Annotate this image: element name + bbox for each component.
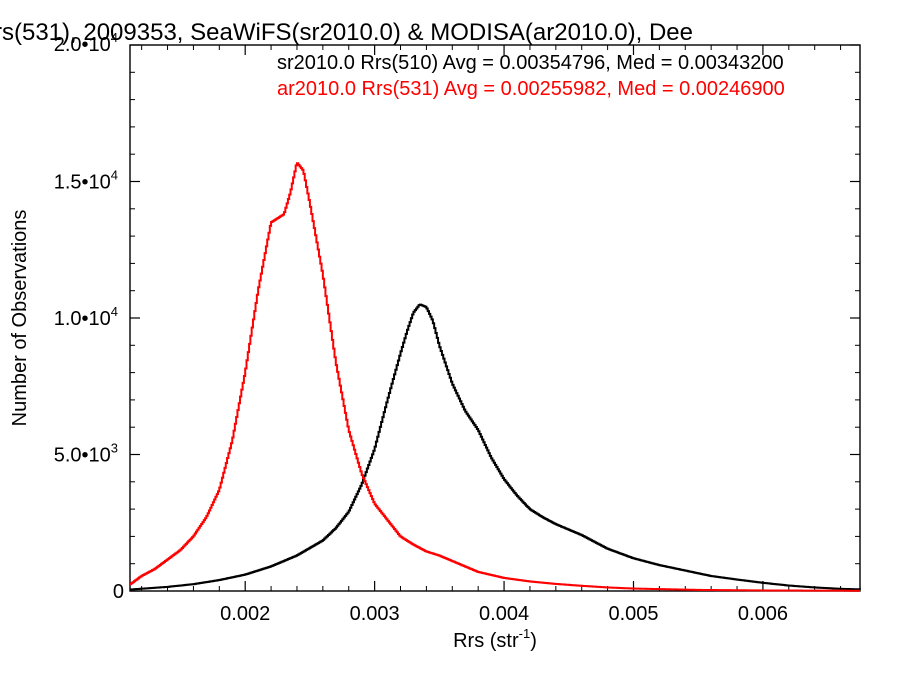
y-tick-label-base: 1.5•10 <box>54 172 111 194</box>
x-tick-label: 0.003 <box>350 603 400 625</box>
y-tick-label-base: 2.0•10 <box>54 34 111 56</box>
x-axis-label: Rrs (str-1) <box>453 626 537 652</box>
x-axis-label-main: Rrs (str <box>453 630 519 652</box>
y-tick-label-exponent: 3 <box>111 441 118 456</box>
y-tick-label: 2.0•104 <box>54 30 118 56</box>
series-line-2 <box>130 162 860 592</box>
legend-entry-1: sr2010.0 Rrs(510) Avg = 0.00354796, Med … <box>277 52 784 74</box>
y-tick-label-base: 5.0•10 <box>54 445 111 467</box>
series-layer <box>130 162 861 592</box>
y-tick-label-exponent: 4 <box>111 30 118 45</box>
plot-frame <box>129 44 861 592</box>
series-line-1 <box>130 303 861 591</box>
y-tick-label: 5.0•103 <box>54 441 118 467</box>
y-axis-label: Number of Observations <box>9 210 31 427</box>
legend: sr2010.0 Rrs(510) Avg = 0.00354796, Med … <box>277 52 785 100</box>
x-tick-label: 0.005 <box>608 603 658 625</box>
x-axis-label-end: ) <box>530 630 537 652</box>
y-tick-label: 1.0•104 <box>54 304 118 330</box>
legend-entry-2: ar2010.0 Rrs(531) Avg = 0.00255982, Med … <box>277 78 785 100</box>
x-tick-label: 0.006 <box>738 603 788 625</box>
y-tick-label: 0 <box>113 581 124 603</box>
axis-ticks: 0.002 0.003 0.004 0.005 0.00605.0•1031.0•104… <box>54 30 860 625</box>
x-axis-label-superscript: -1 <box>519 626 531 641</box>
x-tick-label: 0.002 <box>220 603 270 625</box>
y-tick-label: 1.5•104 <box>54 168 118 194</box>
y-tick-label-exponent: 4 <box>111 168 118 183</box>
y-tick-label-exponent: 4 <box>111 304 118 319</box>
chart-title: rs(531), 2009353, SeaWiFS(sr2010.0) & MO… <box>0 19 693 46</box>
y-tick-label-base: 1.0•10 <box>54 308 111 330</box>
x-tick-label: 0.004 <box>479 603 529 625</box>
y-tick-label-base: 0 <box>113 581 124 603</box>
